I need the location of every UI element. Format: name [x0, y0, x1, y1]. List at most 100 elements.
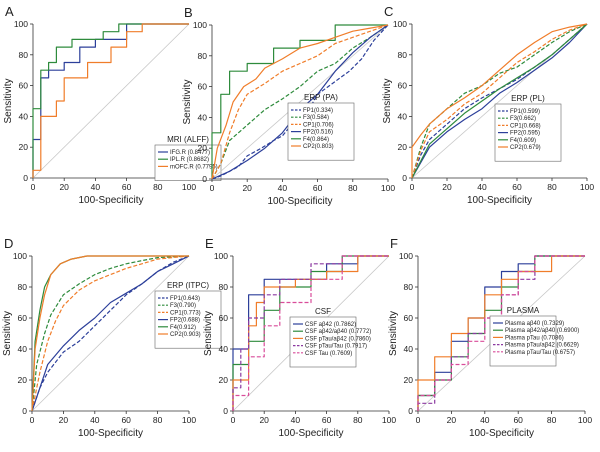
legend-entry: FP1(0.334) — [303, 108, 333, 114]
y-tick-label: 60 — [198, 82, 208, 92]
y-tick-label: 40 — [398, 111, 408, 121]
roc-curve — [31, 255, 190, 412]
roc-curve — [232, 255, 389, 411]
y-tick-label: 0 — [223, 406, 228, 416]
y-tick-label: 40 — [19, 111, 29, 121]
roc-curve — [31, 255, 190, 412]
y-tick-label: 100 — [193, 20, 207, 30]
x-tick-label: 100 — [182, 182, 196, 192]
x-tick-label: 0 — [30, 415, 35, 425]
legend-entry: F4(0.912) — [170, 325, 196, 331]
legend: MRI (ALFF) IFG.R (0.8477)IPL.R (0.8682)mO… — [154, 135, 222, 181]
y-tick-label: 0 — [202, 174, 207, 184]
chart-title: ERP (PA) — [304, 93, 338, 102]
legend-entry: Plasma pTau/aβ42 (0.6629) — [505, 343, 579, 349]
x-tick-label: 80 — [348, 183, 358, 193]
y-tick-label: 20 — [18, 375, 28, 385]
x-tick-label: 60 — [122, 182, 132, 192]
x-axis-label: 100-Specificity — [267, 196, 332, 207]
reference-diagonal — [211, 24, 389, 180]
roc-curve — [31, 255, 189, 412]
panel-d: D 0 20 40 60 80 100 0 20 40 60 80 100 100-Specificity… — [2, 236, 222, 439]
y-tick-label: 40 — [404, 344, 414, 354]
x-tick-label: 80 — [547, 182, 557, 192]
y-axis-label: Sensitivity — [182, 79, 193, 124]
y-tick-label: 60 — [398, 81, 408, 91]
x-axis-label: 100-Specificity — [78, 195, 143, 206]
x-tick-label: 20 — [59, 415, 69, 425]
legend-entry: F3(0.584) — [303, 115, 329, 121]
x-tick-label: 100 — [182, 415, 196, 425]
y-axis-label: Sensitivity — [2, 311, 13, 356]
y-tick-label: 80 — [18, 282, 28, 292]
y-tick-label: 20 — [398, 142, 408, 152]
y-tick-label: 80 — [219, 282, 229, 292]
x-tick-label: 60 — [322, 415, 332, 425]
y-tick-label: 80 — [398, 50, 408, 60]
legend-entry: Plasma pTau/Tau (0.6757) — [505, 350, 575, 356]
legend-entry: CSF pTau/aβ42 (0.7860) — [305, 336, 371, 342]
roc-curve — [211, 24, 389, 180]
legend: ERP (PL) FP1(0.599)F3(0.662)CP1(0.668) FP2… — [494, 94, 562, 162]
y-axis-label: Sensitivity — [3, 78, 14, 123]
legend-entry: Plasma aβ42/aβ40 (0.6900) — [505, 328, 579, 334]
y-tick-label: 80 — [404, 282, 414, 292]
x-tick-label: 40 — [480, 415, 490, 425]
chart-title: ERP (PL) — [511, 94, 545, 103]
y-tick-label: 100 — [214, 251, 228, 261]
panel-e: E 0 20 40 60 80 100 0 20 40 60 80 100 100-Specificity… — [203, 236, 396, 439]
panel-b: B 0 20 40 60 80 100 0 20 40 60 80 100 100-Specificity… — [182, 5, 395, 207]
legend-box — [489, 315, 557, 367]
y-tick-label: 80 — [198, 51, 208, 61]
chart-title: PLASMA — [507, 306, 540, 315]
legend-entry: FP2(0.688) — [170, 318, 200, 324]
y-tick-label: 20 — [404, 375, 414, 385]
x-tick-label: 0 — [31, 182, 36, 192]
legend: ERP (PA) FP1(0.334)F3(0.584)CP1(0.706) FP2… — [287, 93, 355, 161]
legend-entry: IPL.R (0.8682) — [170, 157, 209, 163]
x-axis-label: 100-Specificity — [78, 428, 143, 439]
roc-curve — [211, 24, 389, 180]
x-tick-label: 20 — [59, 182, 69, 192]
legend-box — [154, 144, 222, 181]
x-tick-label: 60 — [513, 415, 523, 425]
legend-entry: CSF aβ42/aβ40 (0.7772) — [305, 329, 371, 335]
x-tick-label: 60 — [313, 183, 323, 193]
panel-letter: C — [384, 4, 393, 19]
panel-letter: E — [205, 236, 214, 251]
x-tick-label: 80 — [153, 182, 163, 192]
panel-letter: B — [184, 5, 193, 20]
x-tick-label: 60 — [121, 415, 131, 425]
y-axis-label: Sensitivity — [203, 311, 214, 356]
y-tick-label: 40 — [219, 344, 229, 354]
x-tick-label: 20 — [259, 415, 269, 425]
x-tick-label: 80 — [353, 415, 363, 425]
y-tick-label: 100 — [13, 251, 27, 261]
x-tick-label: 40 — [91, 182, 101, 192]
x-axis-label: 100-Specificity — [278, 428, 343, 439]
legend-entry: FP2(0.516) — [303, 130, 333, 136]
x-tick-label: 40 — [278, 183, 288, 193]
y-axis-label: Sensitivity — [382, 78, 393, 123]
y-tick-label: 0 — [22, 406, 27, 416]
panel-a: A 0 20 40 60 80 100 0 20 40 60 80 100 100-Specificity… — [3, 4, 222, 206]
legend-entry: F3(0.790) — [170, 303, 196, 309]
y-tick-label: 60 — [219, 313, 229, 323]
y-tick-label: 100 — [393, 19, 407, 29]
y-tick-label: 60 — [404, 313, 414, 323]
roc-curve — [31, 255, 190, 412]
legend-entry: FP1(0.643) — [170, 296, 200, 302]
legend: CSF CSF aβ42 (0.7862)CSF aβ42/aβ40 (0.777… — [289, 307, 371, 368]
x-tick-label: 40 — [477, 182, 487, 192]
panel-f: F 0 20 40 60 80 100 0 20 40 60 80 100 100-Specificity… — [388, 236, 592, 439]
x-tick-label: 100 — [381, 183, 395, 193]
y-axis-label: Sensitivity — [388, 311, 399, 356]
legend-entry: F3(0.662) — [510, 116, 536, 122]
legend-entry: F4(0.864) — [303, 137, 329, 143]
roc-curve — [411, 23, 588, 178]
panel-letter: F — [390, 236, 398, 251]
legend: ERP (ITPC) FP1(0.643)F3(0.790)CP1(0.773) F… — [154, 281, 222, 349]
x-axis-label: 100-Specificity — [469, 428, 534, 439]
roc-curve — [232, 255, 389, 411]
